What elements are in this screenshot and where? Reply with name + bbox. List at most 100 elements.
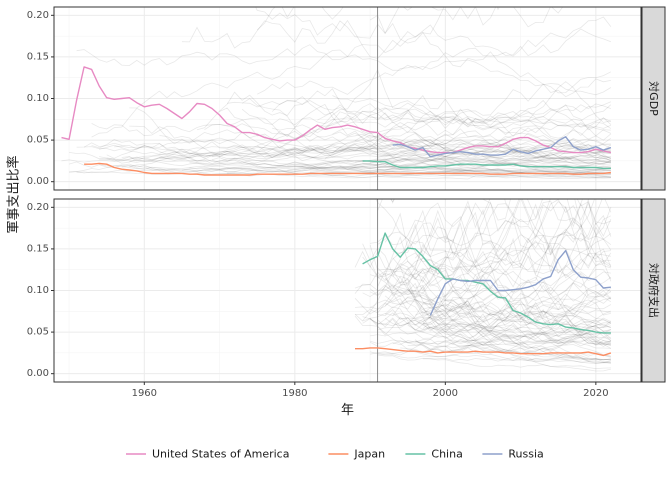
series-line-united-states-of-america [61,66,612,154]
y-tick-label: 0.00 [27,368,49,379]
series-line-china [362,160,611,170]
background-country-line [255,7,612,94]
panel-2: 対政府支出 0.00 0.05 0.10 0.15 0.20 [27,198,666,383]
facet-strip [641,6,666,191]
background-country-line [354,284,611,321]
background-country-line [384,258,612,303]
background-country-line [287,166,611,173]
series-line-china [362,232,611,334]
background-country-line [354,250,612,349]
legend-label: Japan [353,448,385,461]
background-country-line [414,336,611,353]
background-country-line [422,312,611,351]
background-country-line [422,318,612,336]
background-country-line [400,237,611,300]
background-country-line [159,150,611,172]
background-country-line [422,201,612,273]
y-tick-label: 0.05 [27,135,49,146]
background-country-line [317,103,612,131]
background-country-line [106,132,611,168]
background-country-line [332,95,612,130]
background-country-line [377,325,612,356]
background-country-line [69,168,611,179]
background-country-line [384,317,611,349]
background-country-line [211,157,611,180]
background-country-line [196,81,611,131]
background-country-line [354,315,611,361]
background-country-line [76,146,611,169]
background-country-line [219,103,612,153]
background-country-line [414,249,611,274]
legend-item: China [405,448,463,461]
background-country-line [354,270,611,332]
background-country-line [129,24,612,109]
highlight-series [61,66,612,176]
panel-1: 対GDP 0.00 0.05 0.10 0.15 0.20 [27,6,666,191]
background-country-line [159,129,611,154]
y-tick-label: 0.10 [27,285,49,296]
background-country-line [91,68,611,164]
background-country-line [189,162,611,178]
y-tick-label: 0.20 [27,202,49,213]
background-country-line [384,273,612,340]
series-line-japan [355,347,612,357]
background-country-line [83,142,612,167]
background-country-line [400,345,611,361]
series-line-russia [392,136,612,158]
x-tick-label: 2000 [433,388,458,399]
x-tick-label: 1980 [282,388,307,399]
y-tick-label: 0.20 [27,10,49,21]
background-country-line [159,132,612,162]
background-country-line [422,322,611,364]
background-country-line [369,7,497,35]
background-country-line [354,282,612,326]
background-country-line [430,199,612,225]
background-country-line [369,267,612,290]
background-country-line [354,267,612,340]
background-country-line [362,139,612,166]
background-country-line [377,150,611,163]
background-country-line [76,44,612,96]
x-tick-label: 1960 [132,388,157,399]
facet-strip [641,198,666,383]
background-country-line [354,303,612,341]
background-country-line [392,340,611,361]
background-country-line [369,271,611,327]
background-country-line [377,199,612,298]
background-country-line [339,155,611,168]
background-country-line [68,147,611,173]
background-country-line [287,155,611,166]
background-country-line [377,220,612,253]
background-country-line [422,356,611,363]
background-country-line [309,165,611,171]
background-country-line [354,286,611,311]
background-country-line [129,139,612,163]
background-country-line [422,303,612,319]
background-country-line [392,199,583,276]
background-country-line [362,284,612,328]
background-country-line [324,142,612,165]
background-country-line [91,101,612,137]
x-axis-title: 年 [341,403,354,418]
background-country-line [407,324,611,337]
background-country-line [370,145,611,164]
legend-item: Russia [482,448,544,461]
legend-label: United States of America [152,448,289,461]
background-country-line [69,164,611,178]
background-country-line [257,16,612,95]
background-country-line [99,156,611,172]
background-country-line [399,337,611,357]
background-country-line [407,287,612,363]
background-country-line [362,199,611,292]
background-country-line [369,339,611,347]
background-country-line [181,7,564,49]
y-tick-label: 0.05 [27,327,49,338]
background-country-line [369,325,612,348]
y-axis-title: 軍事支出比率 [6,155,22,233]
y-tick-label: 0.10 [27,93,49,104]
background-country-line [369,244,612,332]
background-country-line [422,321,611,343]
legend-item: Japan [328,448,385,461]
background-country-line [309,171,611,180]
background-country-line [422,317,612,349]
